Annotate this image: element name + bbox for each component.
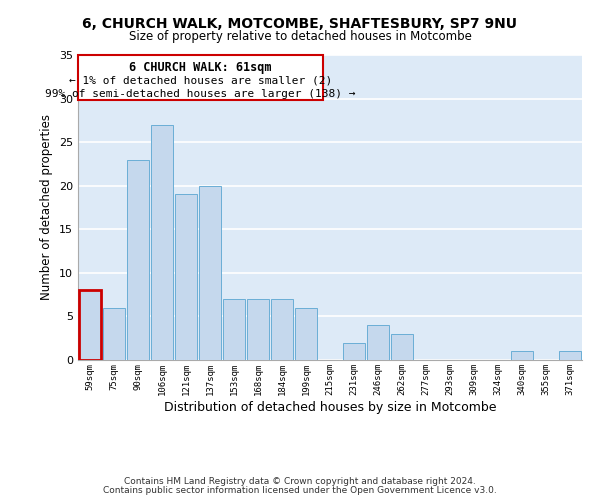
Bar xyxy=(247,299,269,360)
Text: 99% of semi-detached houses are larger (138) →: 99% of semi-detached houses are larger (… xyxy=(45,89,356,99)
Bar xyxy=(367,325,389,360)
Bar xyxy=(295,308,317,360)
Bar xyxy=(559,352,581,360)
Bar xyxy=(223,299,245,360)
Text: Size of property relative to detached houses in Motcombe: Size of property relative to detached ho… xyxy=(128,30,472,43)
X-axis label: Distribution of detached houses by size in Motcombe: Distribution of detached houses by size … xyxy=(164,400,496,413)
FancyBboxPatch shape xyxy=(78,55,323,100)
Bar xyxy=(199,186,221,360)
Bar xyxy=(175,194,197,360)
Text: 6, CHURCH WALK, MOTCOMBE, SHAFTESBURY, SP7 9NU: 6, CHURCH WALK, MOTCOMBE, SHAFTESBURY, S… xyxy=(83,18,517,32)
Bar xyxy=(343,342,365,360)
Text: Contains public sector information licensed under the Open Government Licence v3: Contains public sector information licen… xyxy=(103,486,497,495)
Bar xyxy=(103,308,125,360)
Y-axis label: Number of detached properties: Number of detached properties xyxy=(40,114,53,300)
Text: ← 1% of detached houses are smaller (2): ← 1% of detached houses are smaller (2) xyxy=(69,75,332,85)
Bar xyxy=(271,299,293,360)
Text: Contains HM Land Registry data © Crown copyright and database right 2024.: Contains HM Land Registry data © Crown c… xyxy=(124,477,476,486)
Text: 6 CHURCH WALK: 61sqm: 6 CHURCH WALK: 61sqm xyxy=(129,61,272,74)
Bar xyxy=(511,352,533,360)
Bar xyxy=(127,160,149,360)
Bar xyxy=(391,334,413,360)
Bar xyxy=(79,290,101,360)
Bar xyxy=(151,124,173,360)
